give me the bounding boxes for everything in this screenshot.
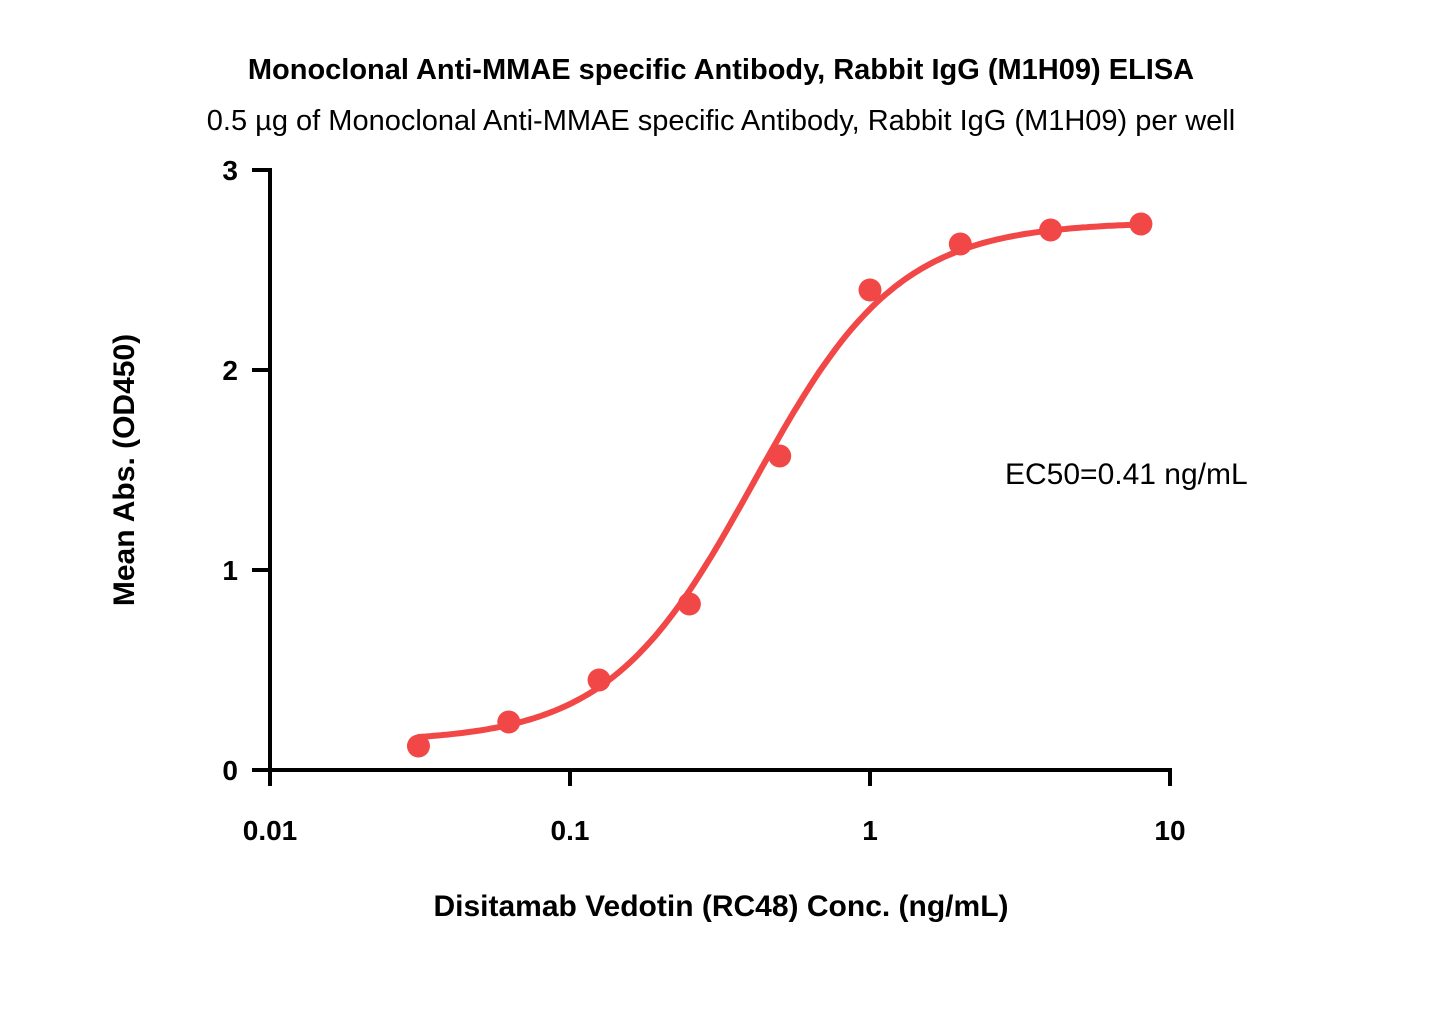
fit-curve-layer	[415, 221, 1144, 740]
chart-title: Monoclonal Anti-MMAE specific Antibody, …	[248, 54, 1194, 86]
y-axis-label: Mean Abs. (OD450)	[108, 334, 141, 606]
x-tick-label: 0.1	[551, 815, 590, 846]
x-axis-label: Disitamab Vedotin (RC48) Conc. (ng/mL)	[433, 890, 1008, 923]
ec50-annotation: EC50=0.41 ng/mL	[1005, 458, 1248, 491]
x-tick-label: 0.01	[243, 815, 298, 846]
data-point	[587, 668, 611, 692]
y-tick-label: 3	[222, 155, 238, 186]
y-tick-label: 2	[222, 355, 238, 386]
data-point	[1129, 212, 1153, 236]
chart-subtitle: 0.5 µg of Monoclonal Anti-MMAE specific …	[207, 105, 1235, 137]
data-point	[948, 232, 972, 256]
data-point	[768, 444, 792, 468]
axes: 0.01 0.1 1 10 0 1 2 3	[222, 155, 1185, 846]
x-tick-label: 10	[1154, 815, 1185, 846]
data-point	[497, 710, 521, 734]
data-point	[858, 278, 882, 302]
data-point	[1039, 218, 1063, 242]
data-point	[677, 592, 701, 616]
data-point	[406, 734, 430, 758]
x-tick-label: 1	[862, 815, 878, 846]
data-points	[406, 212, 1153, 758]
y-tick-label: 0	[222, 755, 238, 786]
y-tick-label: 1	[222, 555, 238, 586]
fit-curve	[415, 221, 1144, 740]
